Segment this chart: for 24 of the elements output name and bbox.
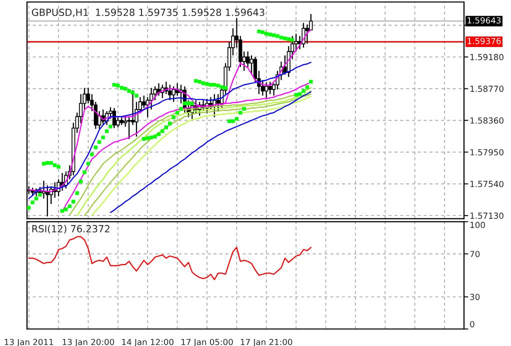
candlestick [305,24,310,44]
y-tick-label: 1.57950 [470,149,504,156]
candlestick [250,54,254,76]
y-tick-label: 1.59180 [470,54,504,60]
ref-line-label: 1.59643 [468,17,501,24]
candlestick [216,94,220,112]
candlestick [168,84,172,101]
y-tick-label: 1.57540 [470,180,504,188]
candlestick [142,95,146,109]
y-tick-label: 70 [470,250,480,258]
chart-title: RSI(12) 76.2372 [32,224,110,234]
ref-line-label: 1.59376 [468,38,501,44]
candlestick [264,82,268,99]
candlestick [172,86,176,102]
y-tick-label: 1.58360 [470,117,504,124]
candlestick [127,116,131,140]
y-tick-label: 100 [470,222,485,228]
y-tick-label: 30 [470,294,480,300]
candlestick [268,81,272,95]
y-tick-label: 1.58770 [470,86,504,92]
y-tick-label: 0 [470,321,474,328]
candlestick [112,107,116,129]
y-tick-label: 1.57130 [470,212,504,219]
text: GBPUSD,H1 1.59528 1.59735 1.59528 1.59643 [32,8,264,18]
